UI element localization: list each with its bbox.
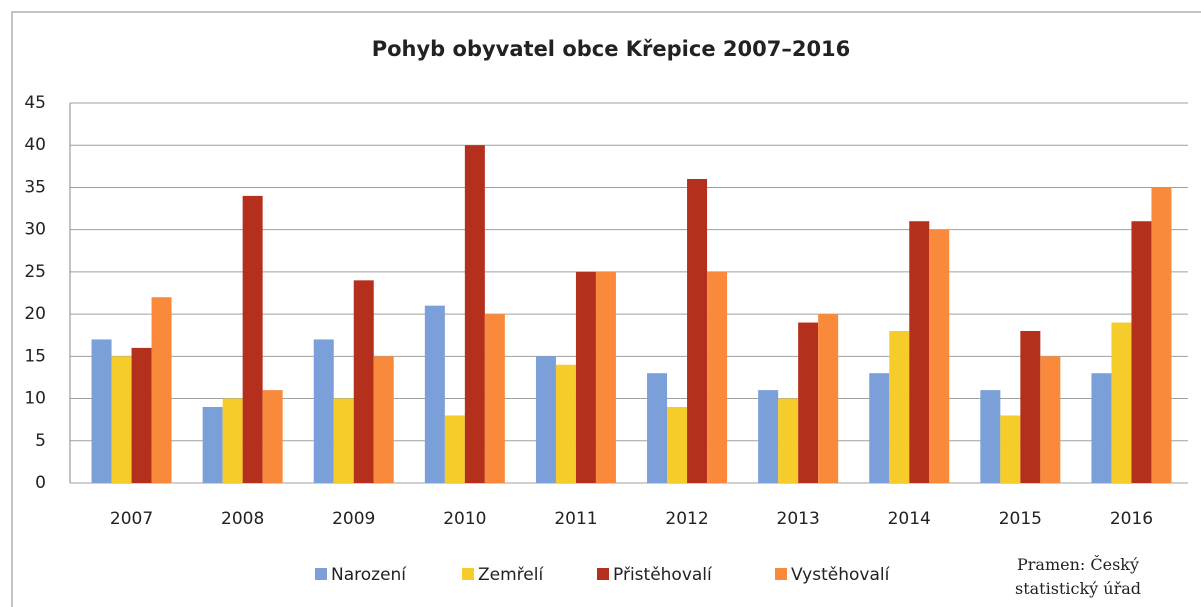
- bar: [707, 271, 728, 483]
- bar: [131, 347, 152, 483]
- bar: [758, 390, 779, 483]
- bar: [353, 280, 374, 483]
- bar: [1000, 415, 1021, 483]
- chart-title: Pohyb obyvatel obce Křepice 2007–2016: [372, 37, 851, 61]
- bar: [313, 339, 334, 483]
- bar: [333, 398, 354, 483]
- bar: [1020, 331, 1041, 483]
- y-tick-label: 10: [24, 389, 46, 409]
- x-tick-label: 2008: [221, 509, 264, 529]
- bar: [1131, 221, 1152, 483]
- bar: [535, 356, 556, 483]
- bar: [929, 229, 950, 483]
- y-tick-label: 5: [35, 431, 46, 451]
- legend-label: Vystěhovalí: [791, 565, 891, 585]
- bar: [91, 339, 112, 483]
- bar: [1111, 322, 1132, 483]
- x-tick-label: 2015: [999, 509, 1042, 529]
- y-tick-label: 45: [24, 93, 46, 113]
- bar: [1151, 187, 1172, 483]
- y-tick-label: 40: [24, 135, 46, 155]
- bar: [889, 331, 910, 483]
- y-tick-label: 25: [24, 262, 46, 282]
- legend-label: Přistěhovalí: [613, 565, 713, 585]
- y-tick-label: 35: [24, 177, 46, 197]
- bar: [687, 179, 708, 483]
- bar: [869, 373, 890, 483]
- legend-swatch: [775, 568, 787, 580]
- x-tick-label: 2013: [777, 509, 820, 529]
- bar: [667, 407, 688, 483]
- y-tick-label: 30: [24, 220, 46, 240]
- bar: [484, 314, 505, 483]
- x-tick-label: 2012: [665, 509, 708, 529]
- x-tick-label: 2007: [110, 509, 153, 529]
- bar: [980, 390, 1001, 483]
- legend-label: Narození: [331, 565, 407, 585]
- bar: [111, 356, 132, 483]
- bar: [202, 407, 223, 483]
- bar: [262, 390, 283, 483]
- bar: [373, 356, 394, 483]
- bar: [151, 297, 172, 483]
- bar: [222, 398, 243, 483]
- x-tick-label: 2014: [888, 509, 931, 529]
- x-tick-label: 2009: [332, 509, 375, 529]
- y-tick-label: 20: [24, 304, 46, 324]
- x-tick-label: 2011: [554, 509, 597, 529]
- bar: [464, 145, 485, 483]
- x-tick-label: 2016: [1110, 509, 1153, 529]
- bar: [424, 305, 445, 483]
- legend-label: Zemřelí: [478, 565, 544, 585]
- bar: [575, 271, 596, 483]
- y-tick-label: 0: [35, 473, 46, 493]
- legend-swatch: [315, 568, 327, 580]
- bar: [778, 398, 799, 483]
- x-tick-label: 2010: [443, 509, 486, 529]
- bar: [595, 271, 616, 483]
- bar: [818, 314, 839, 483]
- bar: [555, 364, 576, 483]
- bar: [444, 415, 465, 483]
- bar: [1091, 373, 1112, 483]
- bar: [647, 373, 668, 483]
- bar: [909, 221, 930, 483]
- legend-swatch: [462, 568, 474, 580]
- y-tick-label: 15: [24, 346, 46, 366]
- bar: [242, 195, 263, 483]
- legend-swatch: [597, 568, 609, 580]
- source-note: Pramen: Český statistický úřad: [1015, 555, 1141, 598]
- bar: [798, 322, 819, 483]
- bar: [1040, 356, 1061, 483]
